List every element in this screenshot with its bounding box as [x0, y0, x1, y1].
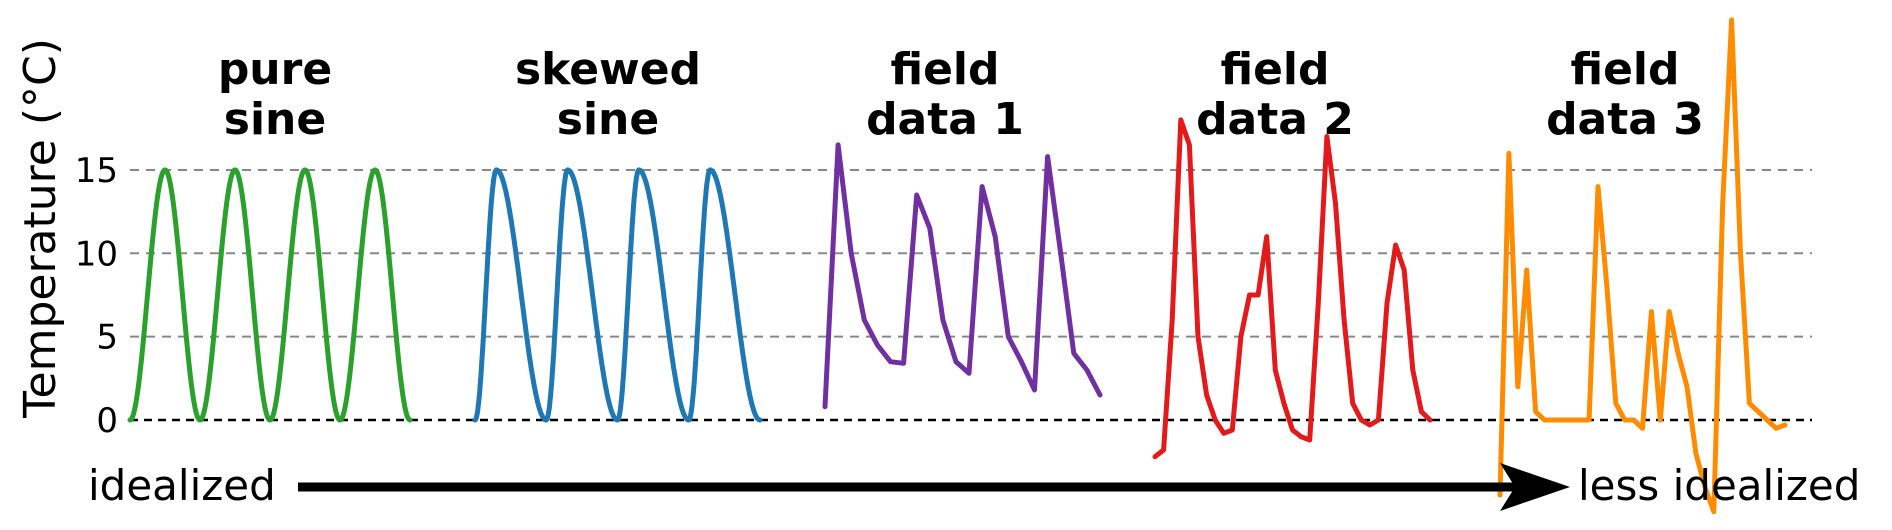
y-tick-labels: 0 5 10 15 [75, 151, 118, 441]
panel-title-5-line-2: data 3 [1546, 94, 1704, 145]
panel-title-3-line-1: field [890, 44, 999, 95]
panel-title-5-line-1: field [1570, 44, 1679, 95]
y-tick-label: 0 [96, 401, 118, 441]
series-line-5 [1497, 17, 1788, 515]
panel-title-2-line-1: skewed [515, 44, 701, 95]
panel-title-1-line-2: sine [224, 94, 326, 145]
arrow-left-label: idealized [88, 461, 276, 510]
y-axis-label: Temperature (°C) [15, 38, 66, 419]
panel-title-2-line-2: sine [557, 94, 659, 145]
panel-title-3-line-2: data 1 [866, 94, 1024, 145]
series-line-4 [1152, 117, 1433, 460]
panel-title-4-line-1: field [1220, 44, 1329, 95]
y-tick-label: 15 [75, 151, 118, 191]
y-tick-label: 5 [96, 318, 118, 358]
series-line-1 [127, 167, 413, 423]
arrow-head [1500, 463, 1570, 511]
y-tick-label: 10 [75, 234, 118, 274]
panel-title-1-line-1: pure [218, 44, 332, 95]
idealization-arrow: idealized less idealized [88, 461, 1860, 511]
series-layer [127, 17, 1788, 515]
series-line-3 [822, 142, 1103, 410]
series-line-2 [472, 167, 763, 423]
arrow-right-label: less idealized [1578, 461, 1860, 510]
panel-title-4-line-2: data 2 [1196, 94, 1354, 145]
